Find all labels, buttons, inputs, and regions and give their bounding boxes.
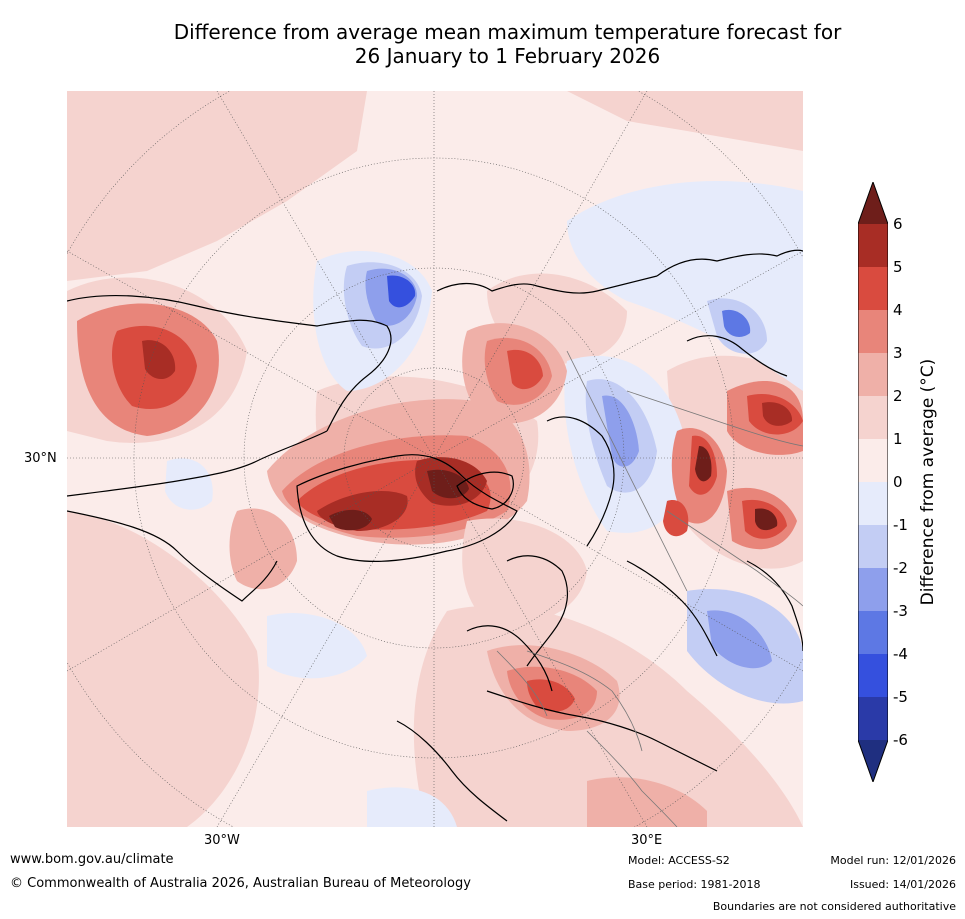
country-borders	[496, 350, 803, 827]
colorbar-tick: -3	[893, 602, 908, 620]
coastlines	[67, 249, 803, 822]
colorbar-bin-3-4	[858, 310, 888, 353]
title-line-2: 26 January to 1 February 2026	[354, 44, 661, 68]
colorbar-tick: 0	[893, 473, 903, 491]
colorbar-tick: -1	[893, 516, 908, 534]
colorbar-tick: -5	[893, 688, 908, 706]
graticule	[67, 91, 803, 827]
colorbar-tick: 2	[893, 387, 903, 405]
colorbar-bin-m6-m5	[858, 697, 888, 740]
colorbar-bin-1-2	[858, 396, 888, 439]
colorbar-extend-high	[858, 182, 888, 224]
colorbar-bin-m3-m2	[858, 568, 888, 611]
colorbar-tick: -2	[893, 559, 908, 577]
bom-url-link[interactable]: www.bom.gov.au/climate	[10, 852, 174, 867]
colorbar-tick: 3	[893, 344, 903, 362]
colorbar-tick: 5	[893, 258, 903, 276]
colorbar-bin-5-6	[858, 224, 888, 267]
colorbar-tick: 4	[893, 301, 903, 319]
colorbar-tick: -6	[893, 731, 908, 749]
colorbar-tick: 1	[893, 430, 903, 448]
colorbar-label: Difference from average (°C)	[918, 358, 938, 606]
disclaimer-text: Boundaries are not considered authoritat…	[712, 900, 956, 913]
model-run-text: Model run: 12/01/2026	[830, 854, 956, 867]
map-canvas	[67, 91, 803, 827]
colorbar-bin-m1-0	[858, 482, 888, 525]
anomaly-cool-zones	[165, 181, 803, 827]
colorbar-bin-4-5	[858, 267, 888, 310]
colorbar-bin-2-3	[858, 353, 888, 396]
issued-text: Issued: 14/01/2026	[849, 878, 956, 891]
colorbar-bin-m5-m4	[858, 654, 888, 697]
colorbar-bin-m4-m3	[858, 611, 888, 654]
longitude-label-30e: 30°E	[631, 833, 663, 848]
colorbar-bin-m2-m1	[858, 525, 888, 568]
longitude-label-30w: 30°W	[204, 833, 240, 848]
latitude-label-30n: 30°N	[24, 451, 57, 466]
colorbar	[858, 182, 888, 782]
anomaly-warm-zones	[77, 303, 803, 827]
colorbar-extend-low	[858, 740, 888, 782]
map-title: Difference from average mean maximum tem…	[100, 20, 915, 68]
colorbar-tick: 6	[893, 215, 903, 233]
copyright-text: © Commonwealth of Australia 2026, Austra…	[10, 876, 471, 891]
temperature-anomaly-map	[67, 91, 803, 827]
colorbar-bin-0-1	[858, 439, 888, 482]
model-text: Model: ACCESS-S2	[628, 854, 730, 867]
title-line-1: Difference from average mean maximum tem…	[173, 20, 842, 44]
colorbar-tick: -4	[893, 645, 908, 663]
base-period-text: Base period: 1981-2018	[628, 878, 761, 891]
